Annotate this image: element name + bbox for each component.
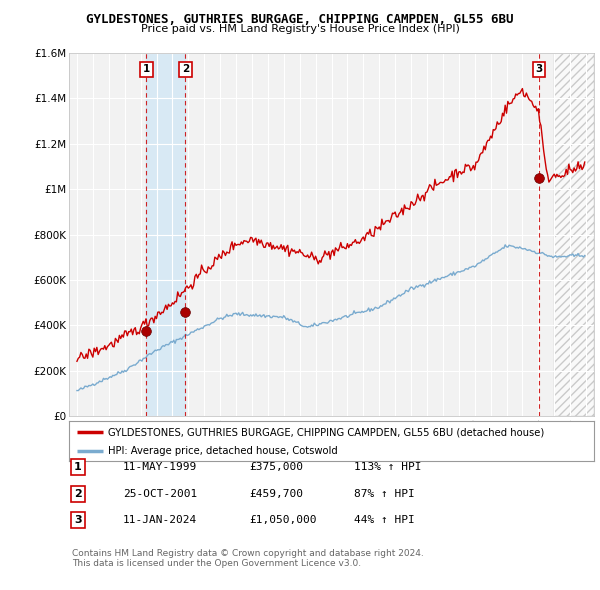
Text: £459,700: £459,700 xyxy=(249,489,303,499)
Text: GYLDESTONES, GUTHRIES BURGAGE, CHIPPING CAMPDEN, GL55 6BU: GYLDESTONES, GUTHRIES BURGAGE, CHIPPING … xyxy=(86,13,514,26)
Text: 2: 2 xyxy=(74,489,82,499)
Text: £1,050,000: £1,050,000 xyxy=(249,516,317,525)
Text: GYLDESTONES, GUTHRIES BURGAGE, CHIPPING CAMPDEN, GL55 6BU (detached house): GYLDESTONES, GUTHRIES BURGAGE, CHIPPING … xyxy=(109,428,545,438)
Text: HPI: Average price, detached house, Cotswold: HPI: Average price, detached house, Cots… xyxy=(109,447,338,456)
Text: 44% ↑ HPI: 44% ↑ HPI xyxy=(354,516,415,525)
Text: 11-MAY-1999: 11-MAY-1999 xyxy=(123,463,197,472)
Bar xyxy=(146,53,185,416)
Text: £375,000: £375,000 xyxy=(249,463,303,472)
Text: Price paid vs. HM Land Registry's House Price Index (HPI): Price paid vs. HM Land Registry's House … xyxy=(140,24,460,34)
Text: 25-OCT-2001: 25-OCT-2001 xyxy=(123,489,197,499)
Text: 113% ↑ HPI: 113% ↑ HPI xyxy=(354,463,421,472)
Text: Contains HM Land Registry data © Crown copyright and database right 2024.: Contains HM Land Registry data © Crown c… xyxy=(72,549,424,558)
Text: This data is licensed under the Open Government Licence v3.0.: This data is licensed under the Open Gov… xyxy=(72,559,361,568)
Text: 2: 2 xyxy=(182,64,189,74)
Text: 3: 3 xyxy=(535,64,542,74)
Text: 1: 1 xyxy=(74,463,82,472)
Text: 1: 1 xyxy=(143,64,150,74)
Text: 3: 3 xyxy=(74,516,82,525)
Bar xyxy=(554,53,594,416)
Text: 11-JAN-2024: 11-JAN-2024 xyxy=(123,516,197,525)
Text: 87% ↑ HPI: 87% ↑ HPI xyxy=(354,489,415,499)
